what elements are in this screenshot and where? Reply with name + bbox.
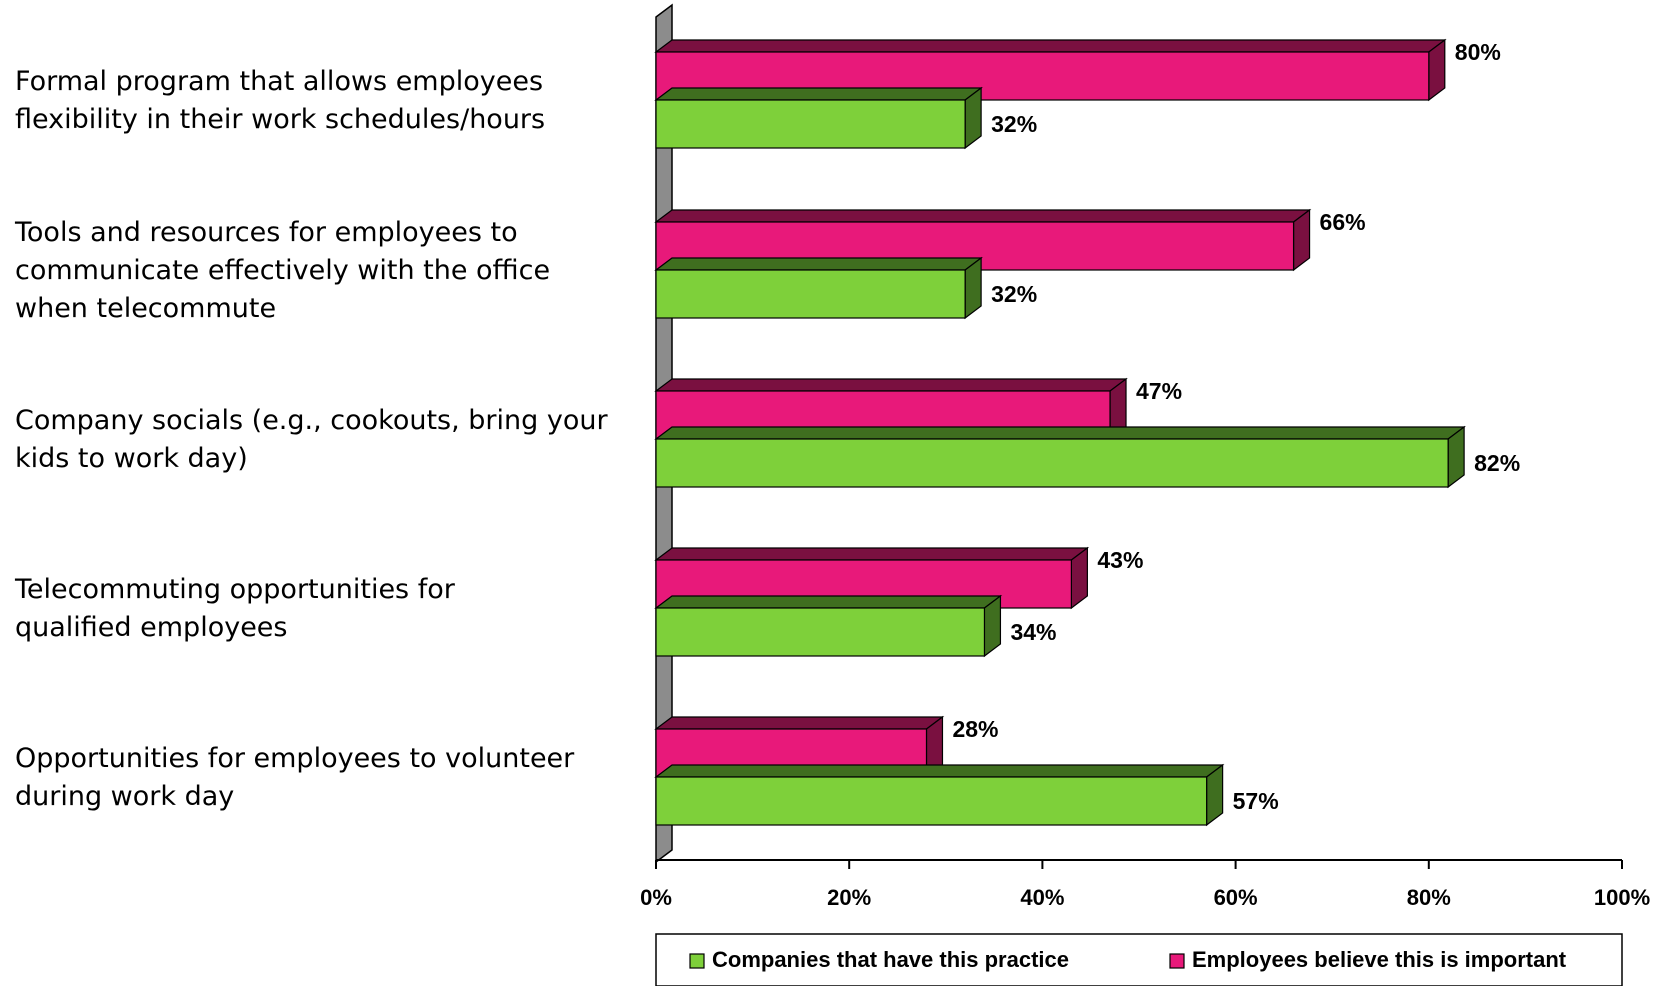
companies-practice-bar [655, 269, 966, 319]
x-tick-label: 20% [827, 885, 871, 910]
category-label: when telecommute [15, 293, 276, 324]
legend-box [655, 933, 1623, 987]
companies-practice-value-label: 82% [1474, 450, 1520, 476]
category-label: Formal program that allows employees [15, 66, 543, 97]
companies-practice-bar-top [654, 764, 1225, 778]
employees-important-bar-top [654, 209, 1312, 223]
companies-practice-bar [655, 438, 1449, 488]
employees-important-value-label: 43% [1097, 547, 1143, 573]
companies-practice-bar [655, 99, 966, 149]
employees-important-value-label: 80% [1455, 39, 1501, 65]
category-label: kids to work day) [15, 443, 248, 474]
category-label: flexibility in their work schedules/hour… [15, 104, 545, 135]
companies-practice-value-label: 32% [991, 281, 1037, 307]
legend-label: Employees believe this is important [1192, 947, 1567, 972]
companies-practice-bar-top [654, 257, 983, 271]
companies-practice-bar-top [654, 426, 1466, 440]
companies-practice-value-label: 57% [1233, 788, 1279, 814]
employees-important-bar-top [654, 378, 1128, 392]
category-label: Tools and resources for employees to [14, 217, 518, 248]
employees-important-bar-top [654, 39, 1447, 53]
employees-important-value-label: 66% [1320, 209, 1366, 235]
x-tick-label: 60% [1214, 885, 1258, 910]
category-label: during work day [15, 781, 234, 812]
employees-important-bar-top [654, 716, 945, 730]
x-tick-label: 0% [640, 885, 672, 910]
companies-practice-bar-top [654, 595, 1003, 609]
employees-important-value-label: 47% [1136, 378, 1182, 404]
legend-label: Companies that have this practice [712, 947, 1069, 972]
employees-important-bar-top [654, 547, 1090, 561]
category-label: Opportunities for employees to volunteer [15, 743, 575, 774]
employees-important-value-label: 28% [952, 716, 998, 742]
x-tick-label: 80% [1407, 885, 1451, 910]
category-label: Telecommuting opportunities for [14, 574, 456, 605]
legend-swatch [689, 953, 705, 969]
category-label: qualified employees [15, 612, 287, 643]
companies-practice-bar [655, 776, 1208, 826]
category-label: Company socials (e.g., cookouts, bring y… [15, 405, 608, 436]
legend-swatch [1169, 953, 1185, 969]
companies-practice-value-label: 34% [1010, 619, 1056, 645]
x-tick-label: 100% [1594, 885, 1650, 910]
category-label: communicate effectively with the office [15, 255, 550, 286]
x-tick-label: 40% [1020, 885, 1064, 910]
companies-practice-bar [655, 607, 986, 657]
companies-practice-bar-top [654, 87, 983, 101]
companies-practice-value-label: 32% [991, 111, 1037, 137]
